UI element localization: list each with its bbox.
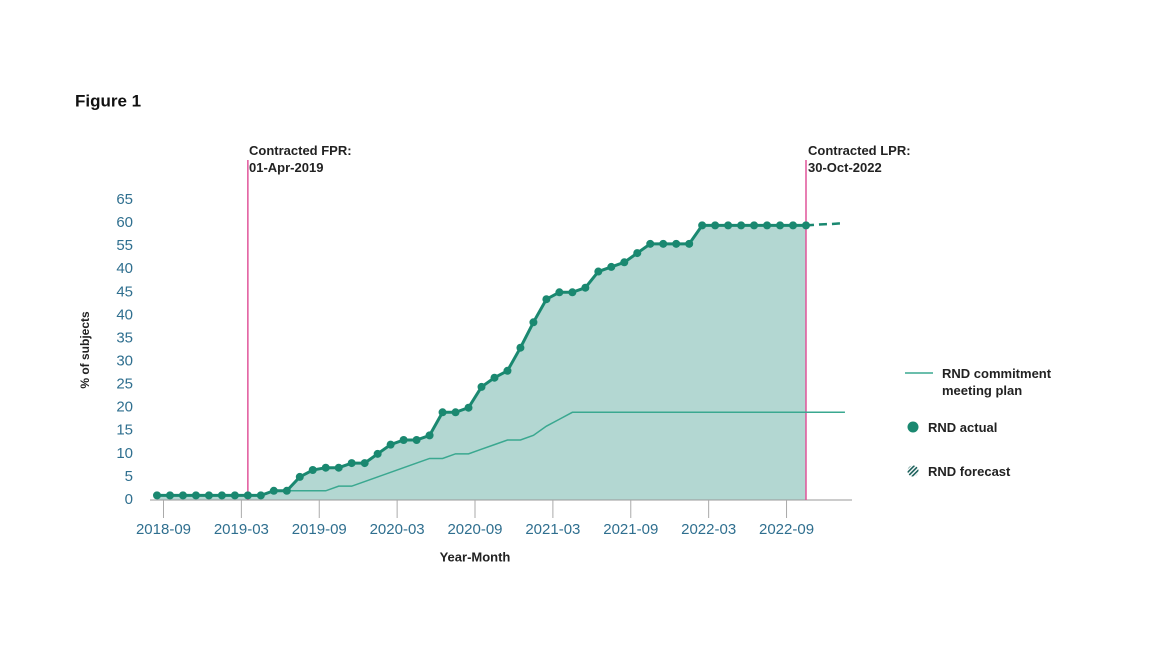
point bbox=[360, 459, 369, 468]
point bbox=[269, 486, 278, 495]
legend-label: RND forecast bbox=[928, 464, 1011, 479]
y-tick-label: 45 bbox=[116, 283, 133, 300]
y-tick-label: 5 bbox=[125, 468, 133, 485]
point bbox=[789, 221, 798, 230]
annotation: Contracted FPR: 01-Apr-2019 bbox=[249, 143, 352, 175]
x-tick-label: 2020-03 bbox=[370, 521, 425, 538]
chart-title: Figure 1 bbox=[75, 91, 141, 110]
point bbox=[633, 249, 642, 258]
point bbox=[568, 288, 577, 297]
point bbox=[542, 295, 551, 304]
point bbox=[477, 382, 486, 391]
point bbox=[412, 436, 421, 444]
x-axis-label: Year-Month bbox=[440, 549, 511, 564]
point bbox=[555, 288, 564, 297]
point bbox=[217, 491, 226, 500]
x-tick-label: 2022-03 bbox=[681, 521, 736, 538]
x-tick-label: 2021-03 bbox=[525, 521, 580, 538]
y-tick-label: 25 bbox=[116, 376, 133, 393]
point bbox=[802, 221, 810, 230]
point bbox=[490, 373, 499, 382]
legend-label: RND actual bbox=[928, 420, 998, 435]
point bbox=[503, 366, 512, 375]
x-tick-label: 2022-09 bbox=[759, 521, 814, 538]
y-tick-label: 15 bbox=[116, 422, 133, 439]
point bbox=[373, 449, 382, 458]
x-tick-label: 2021-09 bbox=[603, 521, 658, 538]
point bbox=[230, 491, 239, 500]
point bbox=[295, 472, 304, 481]
point bbox=[178, 491, 187, 500]
legend-swatch bbox=[907, 465, 919, 477]
y-tick-label: 35 bbox=[116, 329, 133, 346]
point bbox=[438, 408, 447, 417]
point bbox=[646, 239, 655, 248]
point bbox=[425, 431, 434, 440]
point bbox=[334, 463, 343, 472]
point bbox=[581, 283, 590, 292]
point bbox=[282, 486, 291, 495]
point bbox=[672, 239, 681, 248]
annotation: Contracted LPR: 30-Oct-2022 bbox=[808, 143, 911, 175]
point bbox=[620, 258, 629, 267]
y-tick-label: 40 bbox=[116, 306, 133, 323]
point bbox=[204, 491, 213, 500]
point bbox=[516, 343, 525, 352]
y-tick-label: 0 bbox=[125, 491, 133, 508]
x-tick-label: 2019-09 bbox=[292, 521, 347, 538]
area bbox=[157, 225, 806, 500]
y-tick-label: 65 bbox=[116, 191, 133, 208]
point bbox=[347, 459, 356, 468]
point bbox=[308, 466, 317, 474]
point bbox=[386, 440, 395, 449]
point bbox=[594, 267, 603, 276]
point bbox=[737, 221, 746, 230]
legend-swatch bbox=[907, 421, 919, 433]
y-tick-label: 55 bbox=[116, 237, 133, 254]
y-axis-label: % of subjects bbox=[78, 311, 92, 389]
line bbox=[805, 221, 846, 227]
point bbox=[763, 221, 772, 230]
point bbox=[451, 408, 460, 417]
y-tick-label: 10 bbox=[116, 445, 133, 462]
point bbox=[711, 221, 720, 230]
x-tick-label: 2020-09 bbox=[447, 521, 502, 538]
point bbox=[529, 318, 538, 327]
point bbox=[243, 491, 252, 500]
point bbox=[153, 491, 161, 500]
point bbox=[464, 403, 473, 412]
legend-label: RND commitment meeting plan bbox=[942, 366, 1052, 398]
point bbox=[685, 239, 694, 248]
y-tick-label: 20 bbox=[116, 399, 133, 416]
point bbox=[659, 239, 668, 248]
y-tick-label: 40 bbox=[116, 260, 133, 277]
x-tick-label: 2018-09 bbox=[136, 521, 191, 538]
x-tick-label: 2019-03 bbox=[214, 521, 269, 538]
point bbox=[399, 436, 408, 444]
y-tick-label: 60 bbox=[116, 214, 133, 231]
y-tick-label: 30 bbox=[116, 353, 133, 370]
point bbox=[724, 221, 733, 230]
point bbox=[750, 221, 759, 230]
point bbox=[607, 262, 616, 271]
point bbox=[321, 463, 330, 472]
point bbox=[165, 491, 174, 500]
point bbox=[698, 221, 707, 230]
point bbox=[776, 221, 785, 230]
point bbox=[191, 491, 200, 500]
point bbox=[256, 491, 265, 500]
